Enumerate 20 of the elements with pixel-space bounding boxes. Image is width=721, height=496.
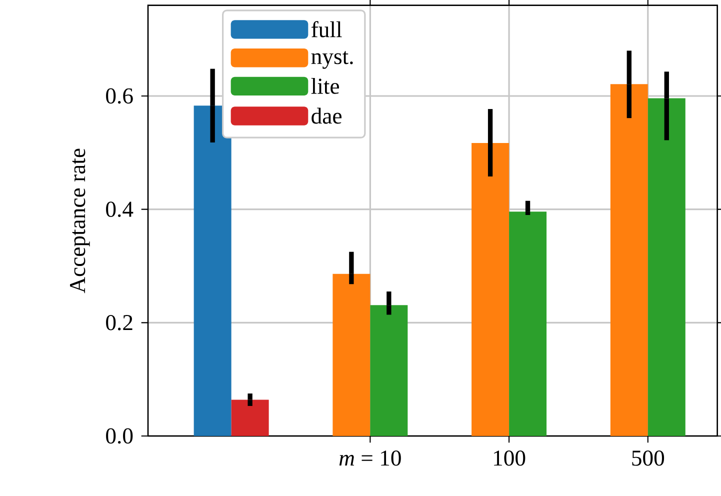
bar <box>648 98 686 436</box>
bar <box>194 106 232 436</box>
bar <box>370 305 408 436</box>
bar <box>332 274 370 436</box>
legend-label: lite <box>311 78 340 94</box>
y-tick-label: 0.4 <box>106 202 134 218</box>
y-axis-title: Acceptance rate <box>70 148 90 294</box>
x-tick-label: m = 10 <box>339 450 401 466</box>
bar <box>472 143 510 436</box>
bar <box>509 212 547 436</box>
legend-label: dae <box>312 108 342 124</box>
x-tick-label: 500 <box>632 450 664 466</box>
y-tick-label: 0.0 <box>106 428 133 444</box>
legend-label: full <box>312 21 342 38</box>
y-tick-label: 0.6 <box>106 88 133 104</box>
bar <box>610 84 648 436</box>
legend-label: nyst. <box>311 51 353 69</box>
y-tick-label: 0.2 <box>106 314 132 330</box>
x-tick-label: 100 <box>494 450 526 466</box>
bar <box>231 400 269 436</box>
